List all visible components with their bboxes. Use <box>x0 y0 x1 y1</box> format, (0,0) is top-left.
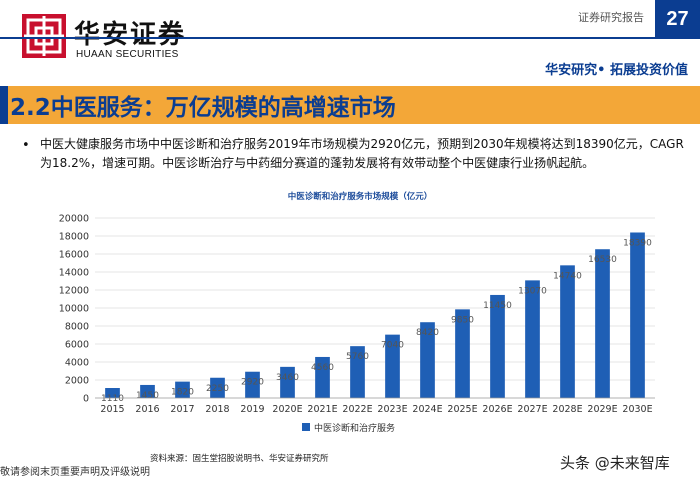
bar <box>490 294 505 398</box>
bar-value-label: 1820 <box>171 388 194 398</box>
y-tick-label: 0 <box>83 394 89 405</box>
x-tick-label: 2030E <box>622 404 652 415</box>
bar-value-label: 13070 <box>518 286 547 296</box>
bar-value-label: 1110 <box>101 394 124 404</box>
bar <box>385 334 400 398</box>
bar <box>105 388 120 398</box>
bullet-marker: • <box>22 138 30 153</box>
bar <box>525 280 540 398</box>
bar <box>420 322 435 398</box>
bar <box>140 384 155 398</box>
x-tick-labels: 2015 2016 2017 2018 2019 2020E 2021E 2022E 2023E… <box>100 404 652 415</box>
y-tick-label: 20000 <box>59 214 89 225</box>
logo-mark-icon <box>22 14 66 58</box>
x-tick-label: 2026E <box>482 404 512 415</box>
y-tick-label: 16000 <box>59 250 89 261</box>
legend-label: 中医诊断和治疗服务 <box>314 422 395 434</box>
bar <box>455 309 470 398</box>
x-tick-label: 2021E <box>307 404 337 415</box>
bar-value-label: 3460 <box>276 373 299 383</box>
watermark: 头条 @未来智库 <box>560 454 670 472</box>
section-title-bar: 2.2中医服务：万亿规模的高增速市场 <box>0 86 700 124</box>
y-tick-label: 6000 <box>65 340 89 351</box>
x-tick-label: 2029E <box>587 404 617 415</box>
source-note: 资料来源：固生堂招股说明书、华安证券研究所 <box>150 454 329 464</box>
x-tick-label: 2027E <box>517 404 547 415</box>
bar <box>280 366 295 398</box>
y-tick-label: 12000 <box>59 286 89 297</box>
chart-title: 中医诊断和治疗服务市场规模（亿元） <box>288 191 433 202</box>
bullet-text: 中医大健康服务市场中中医诊断和治疗服务2019年市场规模为2920亿元，预期到2… <box>40 137 684 170</box>
bars <box>105 232 645 398</box>
slogan: 华安研究• 拓展投资价值 <box>545 63 688 78</box>
bar-value-label: 14740 <box>553 271 582 281</box>
x-tick-label: 2020E <box>272 404 302 415</box>
bar-value-label: 2920 <box>241 378 264 388</box>
bar <box>595 249 610 398</box>
brand-name-en: HUAAN SECURITIES <box>76 49 179 60</box>
bar <box>210 377 225 398</box>
y-tick-labels: 0 2000 4000 6000 8000 10000 12000 14000 16000 180… <box>59 214 89 405</box>
bar <box>560 265 575 398</box>
bar-value-label: 7040 <box>381 341 404 351</box>
y-tick-label: 14000 <box>59 268 89 279</box>
legend-swatch <box>302 423 310 431</box>
x-tick-label: 2018 <box>205 404 229 415</box>
bar-value-label: 8420 <box>416 328 439 338</box>
x-tick-label: 2028E <box>552 404 582 415</box>
y-tick-label: 2000 <box>65 376 89 387</box>
bar-value-label: 5760 <box>346 352 369 362</box>
x-tick-label: 2015 <box>100 404 124 415</box>
bar <box>315 356 330 398</box>
y-tick-label: 18000 <box>59 232 89 243</box>
x-tick-label: 2017 <box>170 404 194 415</box>
bar <box>175 381 190 398</box>
x-tick-label: 2025E <box>447 404 477 415</box>
page-number: 27 <box>655 0 700 38</box>
bar-value-label: 18390 <box>623 238 652 248</box>
x-tick-label: 2024E <box>412 404 442 415</box>
title-accent-stripe <box>0 86 8 124</box>
x-tick-label: 2016 <box>135 404 159 415</box>
y-tick-label: 10000 <box>59 304 89 315</box>
bar-value-label: 2250 <box>206 384 229 394</box>
bar <box>630 232 645 398</box>
bar-value-label: 1450 <box>136 391 159 401</box>
y-tick-label: 8000 <box>65 322 89 333</box>
x-tick-label: 2022E <box>342 404 372 415</box>
bar-value-label: 4560 <box>311 363 334 373</box>
bar <box>245 371 260 398</box>
x-tick-label: 2019 <box>240 404 264 415</box>
x-tick-label: 2023E <box>377 404 407 415</box>
brand-name-cn: 华安证券 <box>74 20 187 50</box>
bar <box>350 346 365 398</box>
section-title: 2.2中医服务：万亿规模的高增速市场 <box>10 95 396 121</box>
bar-value-label: 16530 <box>588 255 617 265</box>
data-labels: 1110 1450 1820 2250 2920 3460 4560 5760 7040 8420… <box>101 238 652 404</box>
bar-value-label: 11450 <box>483 301 512 311</box>
report-type: 证券研究报告 <box>578 11 644 24</box>
header-divider <box>0 37 700 39</box>
y-tick-label: 4000 <box>65 358 89 369</box>
disclaimer: 敬请参阅末页重要声明及评级说明 <box>0 467 150 478</box>
bar-value-label: 9850 <box>451 315 474 325</box>
